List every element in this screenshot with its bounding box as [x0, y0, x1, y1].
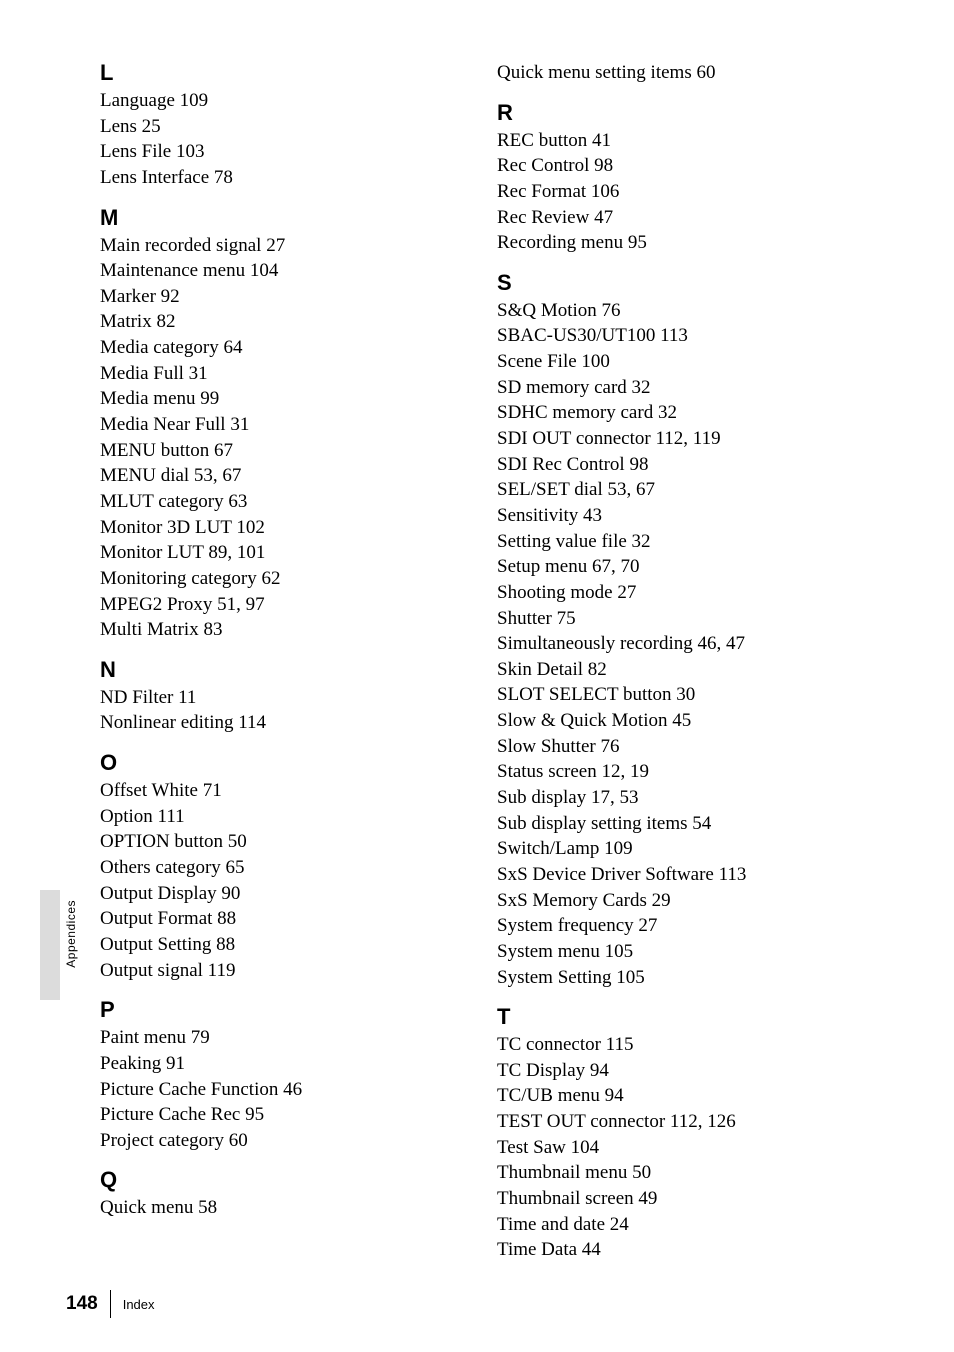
- index-entry: Sub display setting items 54: [497, 811, 874, 837]
- index-entry: TEST OUT connector 112, 126: [497, 1109, 874, 1135]
- index-entry: Thumbnail screen 49: [497, 1186, 874, 1212]
- index-entry: Monitor 3D LUT 102: [100, 515, 477, 541]
- index-entry: Picture Cache Rec 95: [100, 1102, 477, 1128]
- index-entry: Rec Format 106: [497, 179, 874, 205]
- footer-title: Index: [123, 1297, 155, 1312]
- index-entry: Lens 25: [100, 114, 477, 140]
- index-entry: TC/UB menu 94: [497, 1083, 874, 1109]
- index-entry: Lens File 103: [100, 139, 477, 165]
- index-entry: Lens Interface 78: [100, 165, 477, 191]
- index-entry: Quick menu 58: [100, 1195, 477, 1221]
- index-entry: Rec Control 98: [497, 153, 874, 179]
- index-entry: System menu 105: [497, 939, 874, 965]
- index-entry: Time Data 44: [497, 1237, 874, 1263]
- left-column: LLanguage 109Lens 25Lens File 103Lens In…: [100, 60, 497, 1263]
- section-letter-p: P: [100, 997, 477, 1023]
- index-entry: Output Format 88: [100, 906, 477, 932]
- index-entry: Time and date 24: [497, 1212, 874, 1238]
- index-entry: Slow Shutter 76: [497, 734, 874, 760]
- section-letter-m: M: [100, 205, 477, 231]
- index-entry: Others category 65: [100, 855, 477, 881]
- index-entry: Status screen 12, 19: [497, 759, 874, 785]
- section-letter-s: S: [497, 270, 874, 296]
- index-entry: SDI OUT connector 112, 119: [497, 426, 874, 452]
- index-entry: SxS Device Driver Software 113: [497, 862, 874, 888]
- index-entry: MLUT category 63: [100, 489, 477, 515]
- index-entry: Output signal 119: [100, 958, 477, 984]
- index-entry: Marker 92: [100, 284, 477, 310]
- index-entry: Offset White 71: [100, 778, 477, 804]
- index-entry: Slow & Quick Motion 45: [497, 708, 874, 734]
- index-entry: OPTION button 50: [100, 829, 477, 855]
- index-entry: Peaking 91: [100, 1051, 477, 1077]
- index-entry: TC Display 94: [497, 1058, 874, 1084]
- index-entry: Media menu 99: [100, 386, 477, 412]
- index-entry: Sub display 17, 53: [497, 785, 874, 811]
- index-entry: Project category 60: [100, 1128, 477, 1154]
- index-entry: Monitoring category 62: [100, 566, 477, 592]
- index-entry: Media Near Full 31: [100, 412, 477, 438]
- index-entry: Shutter 75: [497, 606, 874, 632]
- index-entry: Option 111: [100, 804, 477, 830]
- index-entry: Output Display 90: [100, 881, 477, 907]
- index-columns: LLanguage 109Lens 25Lens File 103Lens In…: [0, 60, 954, 1263]
- index-entry: Main recorded signal 27: [100, 233, 477, 259]
- index-entry: Picture Cache Function 46: [100, 1077, 477, 1103]
- index-entry: Switch/Lamp 109: [497, 836, 874, 862]
- index-entry: Language 109: [100, 88, 477, 114]
- index-entry: ND Filter 11: [100, 685, 477, 711]
- index-entry: Skin Detail 82: [497, 657, 874, 683]
- index-entry: Setup menu 67, 70: [497, 554, 874, 580]
- index-entry: SBAC-US30/UT100 113: [497, 323, 874, 349]
- index-entry: Scene File 100: [497, 349, 874, 375]
- index-entry: MENU dial 53, 67: [100, 463, 477, 489]
- footer-divider: [110, 1290, 111, 1318]
- index-entry: SDI Rec Control 98: [497, 452, 874, 478]
- index-entry: Quick menu setting items 60: [497, 60, 874, 86]
- index-entry: SD memory card 32: [497, 375, 874, 401]
- index-entry: Maintenance menu 104: [100, 258, 477, 284]
- appendices-label: Appendices: [64, 900, 78, 968]
- index-entry: Shooting mode 27: [497, 580, 874, 606]
- index-entry: TC connector 115: [497, 1032, 874, 1058]
- index-entry: Multi Matrix 83: [100, 617, 477, 643]
- index-entry: Recording menu 95: [497, 230, 874, 256]
- index-entry: Output Setting 88: [100, 932, 477, 958]
- index-entry: Monitor LUT 89, 101: [100, 540, 477, 566]
- index-entry: System Setting 105: [497, 965, 874, 991]
- index-entry: SEL/SET dial 53, 67: [497, 477, 874, 503]
- page-number: 148: [66, 1293, 98, 1315]
- index-entry: Setting value file 32: [497, 529, 874, 555]
- index-entry: Media category 64: [100, 335, 477, 361]
- index-entry: Thumbnail menu 50: [497, 1160, 874, 1186]
- index-entry: SLOT SELECT button 30: [497, 682, 874, 708]
- index-entry: MPEG2 Proxy 51, 97: [100, 592, 477, 618]
- section-letter-l: L: [100, 60, 477, 86]
- section-letter-t: T: [497, 1004, 874, 1030]
- section-letter-q: Q: [100, 1167, 477, 1193]
- index-entry: SDHC memory card 32: [497, 400, 874, 426]
- index-entry: Sensitivity 43: [497, 503, 874, 529]
- index-entry: System frequency 27: [497, 913, 874, 939]
- right-column: Quick menu setting items 60 RREC button 4…: [497, 60, 874, 1263]
- page-footer: 148 Index: [66, 1290, 155, 1318]
- index-entry: S&Q Motion 76: [497, 298, 874, 324]
- index-entry: REC button 41: [497, 128, 874, 154]
- index-entry: Nonlinear editing 114: [100, 710, 477, 736]
- index-entry: SxS Memory Cards 29: [497, 888, 874, 914]
- index-entry: Matrix 82: [100, 309, 477, 335]
- index-entry: MENU button 67: [100, 438, 477, 464]
- index-entry: Rec Review 47: [497, 205, 874, 231]
- index-entry: Paint menu 79: [100, 1025, 477, 1051]
- index-entry: Test Saw 104: [497, 1135, 874, 1161]
- index-entry: Media Full 31: [100, 361, 477, 387]
- section-letter-r: R: [497, 100, 874, 126]
- section-letter-o: O: [100, 750, 477, 776]
- appendices-tab: [40, 890, 60, 1000]
- section-letter-n: N: [100, 657, 477, 683]
- index-entry: Simultaneously recording 46, 47: [497, 631, 874, 657]
